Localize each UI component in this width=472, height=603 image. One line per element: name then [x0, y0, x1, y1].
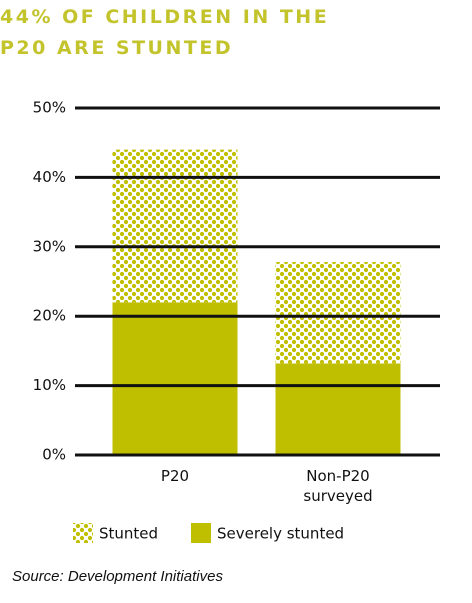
bar-segment [112, 302, 238, 455]
source: Source: Development Initiatives [12, 568, 223, 585]
legend-swatch [191, 523, 211, 543]
legend-swatch [73, 523, 93, 543]
y-tick-label: 10% [33, 376, 66, 394]
y-tick-label: 50% [33, 99, 66, 117]
bar-segment [112, 149, 238, 303]
y-tick-label: 0% [42, 446, 66, 464]
y-tick-label: 30% [33, 237, 66, 255]
y-tick-label: 20% [33, 307, 66, 325]
legend-label: Stunted [99, 525, 158, 543]
bar-segment [275, 363, 401, 455]
y-tick-label: 40% [33, 168, 66, 186]
x-tick-label: Non-P20 surveyed [303, 467, 373, 505]
legend-label: Severely stunted [217, 525, 344, 543]
chart-title: 44% OF CHILDREN IN THE P20 ARE STUNTED [0, 6, 330, 59]
x-tick-label: P20 [160, 467, 190, 485]
bar-segment [275, 262, 401, 364]
